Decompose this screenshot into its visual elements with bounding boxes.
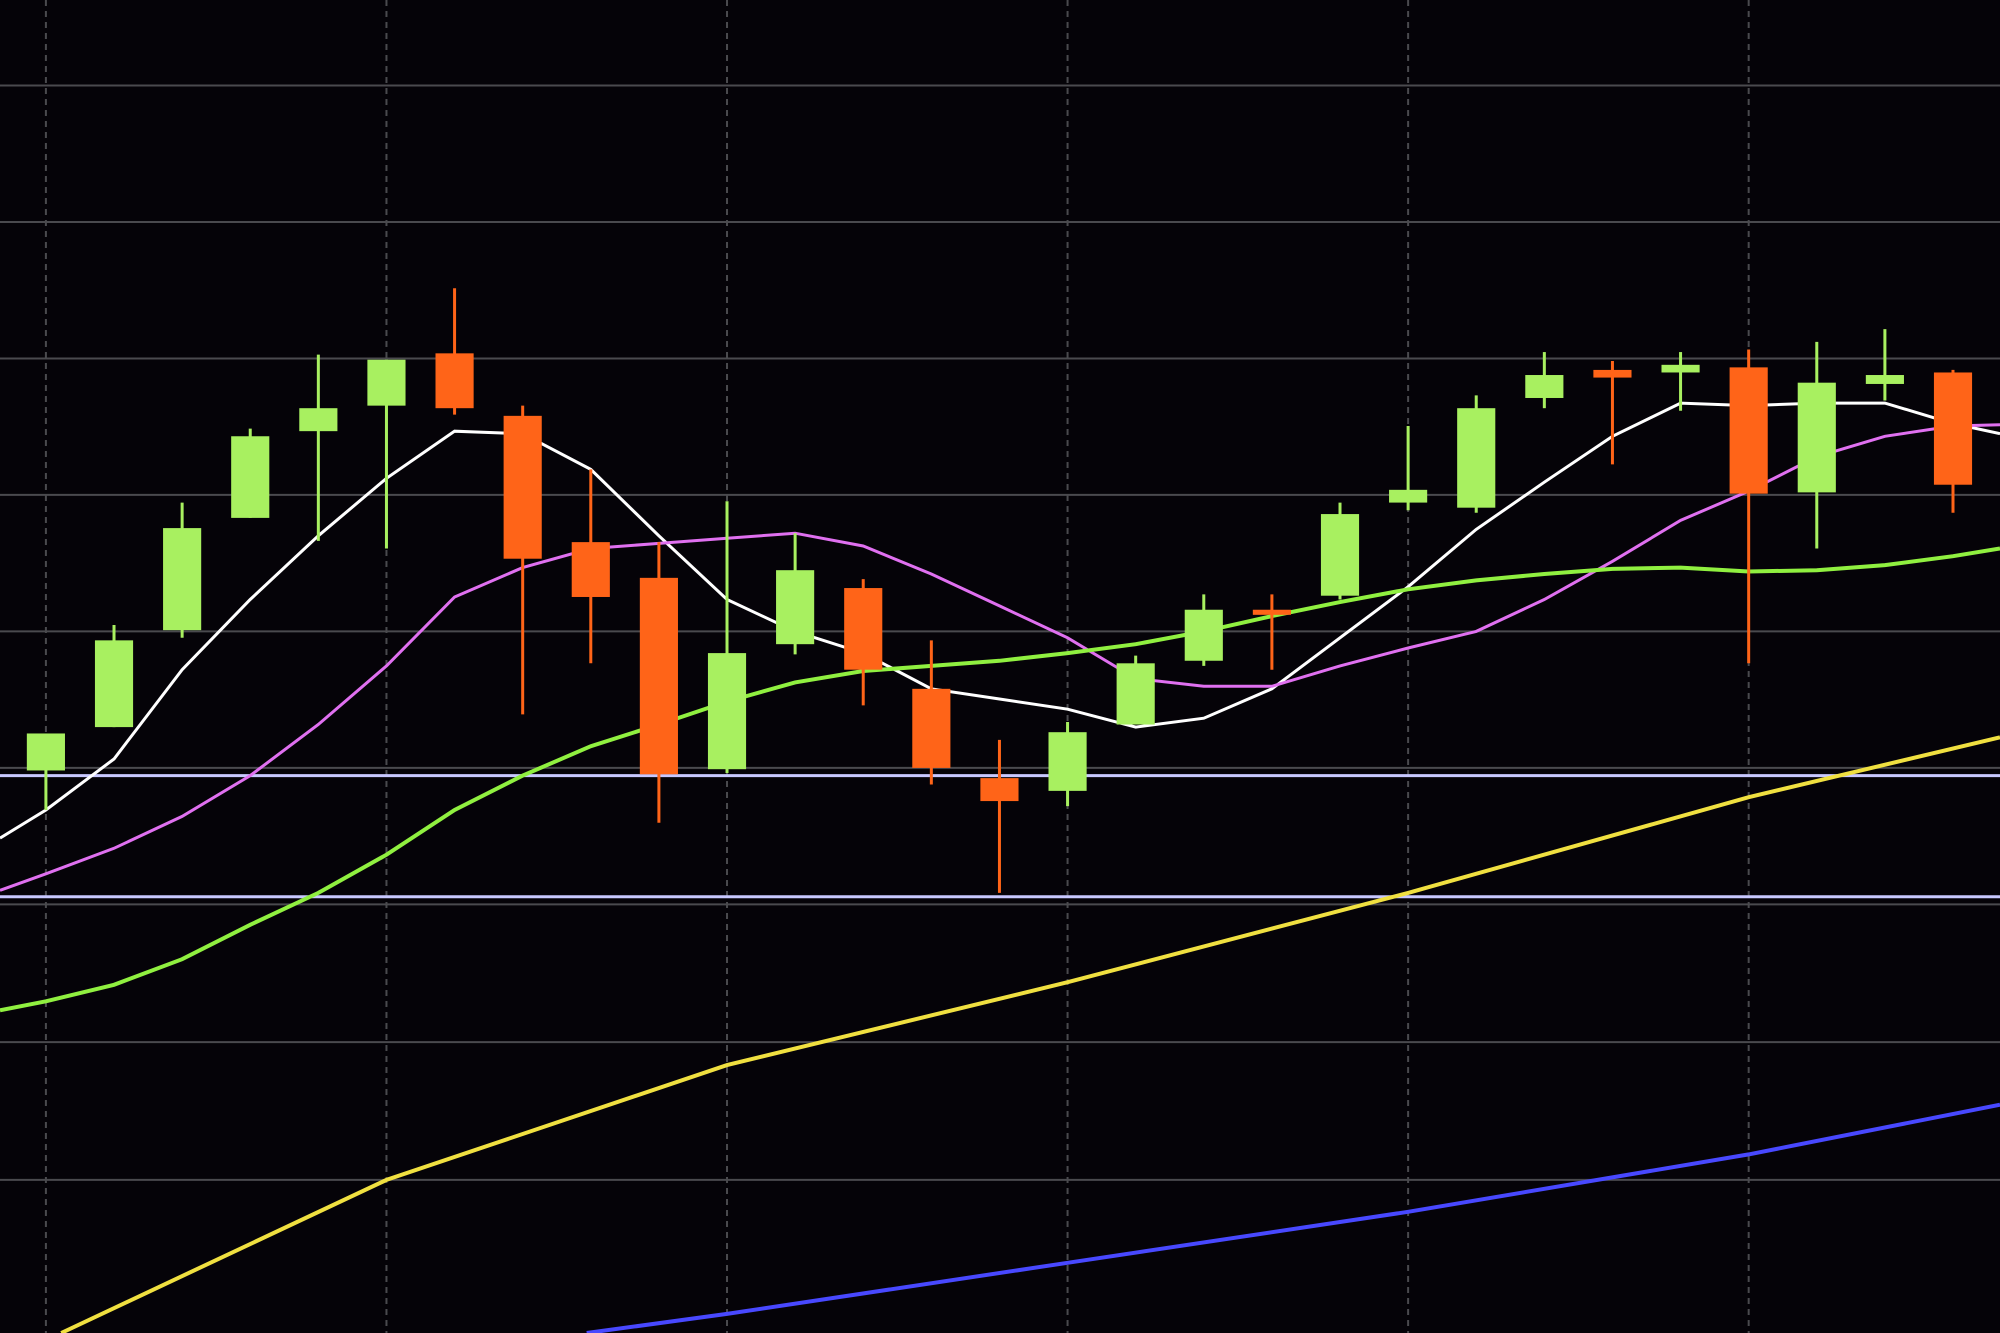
candle-body xyxy=(1457,408,1496,508)
moving-average-line xyxy=(60,735,2000,1333)
moving-average-line xyxy=(0,546,2000,1013)
candle-body xyxy=(1320,514,1360,596)
candle-body xyxy=(980,778,1019,802)
candle-body xyxy=(435,353,474,409)
candle-body xyxy=(707,653,747,770)
candle-body xyxy=(912,688,951,768)
candle-body xyxy=(367,359,406,406)
candle-body xyxy=(1593,369,1632,378)
candle-body xyxy=(1661,364,1700,373)
candle-body xyxy=(1729,367,1768,494)
candle-body xyxy=(1933,372,1973,485)
candle-body xyxy=(1525,375,1564,398)
candle-body xyxy=(231,436,270,518)
moving-average-line xyxy=(0,423,2000,892)
candle-body xyxy=(1116,663,1155,725)
candle-body xyxy=(94,640,134,728)
moving-average-line xyxy=(586,1102,2000,1333)
candle-body xyxy=(571,542,610,597)
candle-body xyxy=(1252,609,1291,615)
candle-body xyxy=(503,415,542,559)
candle-body xyxy=(1797,382,1836,493)
candle-body xyxy=(639,577,678,775)
candle-body xyxy=(776,570,815,645)
candle-body xyxy=(1389,489,1428,503)
candle-body xyxy=(844,588,883,670)
candle-body xyxy=(1048,732,1087,791)
candle-body xyxy=(299,408,338,432)
candle-body xyxy=(26,733,65,771)
candle-body xyxy=(163,528,202,631)
candle-body xyxy=(1865,375,1904,384)
candle-body xyxy=(1184,609,1223,661)
